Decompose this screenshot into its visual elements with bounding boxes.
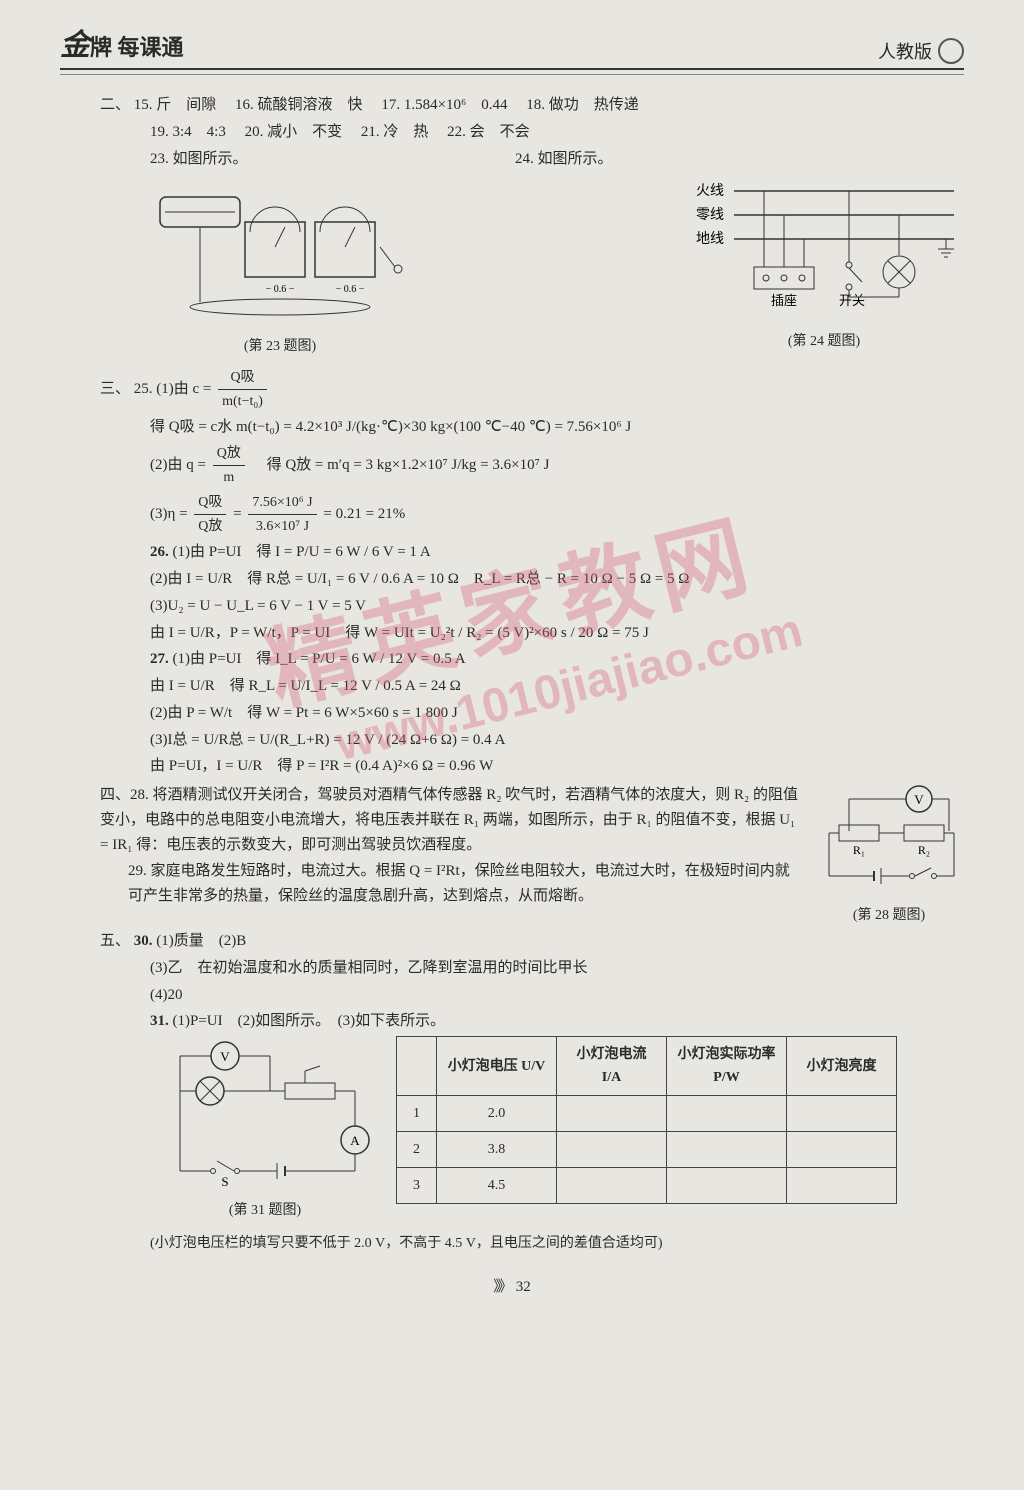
q25-p1-prefix: (1)由 c = [156, 381, 211, 397]
q26-p3b: 由 I = U/R，P = W/t，P = UI 得 W = UIt = U₂²… [60, 621, 964, 646]
q19: 19. 3:4 4:3 [150, 124, 226, 140]
fig31-switch: S [221, 1174, 228, 1186]
q25-p2-frac: Q放 m [213, 442, 245, 489]
table31-h1: 小灯泡电压 U/V [437, 1037, 557, 1096]
q27-p3b: 由 P=UI，I = U/R 得 P = I²R = (0.4 A)²×6 Ω … [60, 754, 964, 779]
fig31-voltmeter: V [220, 1049, 230, 1064]
q29: 29. 家庭电路发生短路时，电流过大。根据 Q = I²Rt，保险丝电阻较大，电… [100, 859, 802, 909]
table-row: 3 4.5 [397, 1168, 897, 1204]
header-title: 金牌 每课通 [60, 20, 184, 64]
table-row: 2 3.8 [397, 1132, 897, 1168]
fig24-socket-label: 插座 [771, 293, 797, 308]
fig31-svg: V A [155, 1036, 375, 1186]
q30-p3: (3)乙 在初始温度和水的质量相同时，乙降到室温用的时间比甲长 [60, 956, 964, 981]
fig28-r2: R₂ [918, 843, 930, 857]
fig24: 火线 零线 地线 插座 [684, 177, 964, 358]
q25-p3-frac2: 7.56×10⁶ J 3.6×10⁷ J [248, 491, 316, 538]
header-edition: 人教版 [878, 38, 964, 64]
q21: 21. 冷 热 [361, 124, 429, 140]
q25-p1: 三、 25. (1)由 c = Q吸 m(t−t₀) [60, 366, 964, 413]
table31-h3: 小灯泡实际功率 P/W [667, 1037, 787, 1096]
q30-line1: 五、 30. (1)质量 (2)B [60, 929, 964, 954]
q25-p3-eq: = [233, 506, 241, 522]
fig28-r1: R₁ [853, 843, 865, 857]
fig31-ammeter: A [350, 1133, 360, 1148]
fig24-live-label: 火线 [696, 183, 724, 199]
header-divider [60, 74, 964, 75]
fig24-neutral-label: 零线 [696, 207, 724, 223]
q27-p2: (2)由 P = W/t 得 W = Pt = 6 W×5×60 s = 1 8… [60, 701, 964, 726]
q25-head: 25. [134, 381, 153, 397]
q18: 18. 做功 热传递 [526, 97, 639, 113]
q25-p2-suffix: 得 Q放 = m′q = 3 kg×1.2×10⁷ J/kg = 3.6×10⁷… [252, 457, 550, 473]
title-rest: 每课通 [118, 35, 184, 60]
fig24-caption: (第 24 题图) [684, 330, 964, 353]
fig23-svg: − 0.6 − − 0.6 − [150, 177, 410, 322]
q24: 24. 如图所示。 [515, 151, 613, 167]
q30-p4: (4)20 [60, 983, 964, 1008]
fig28: V R₁ R₂ [814, 781, 964, 927]
section4-text: 四、28. 将酒精测试仪开关闭合，驾驶员对酒精气体传感器 R₂ 吹气时，若酒精气… [100, 781, 802, 911]
q16: 16. 硫酸铜溶液 快 [235, 97, 363, 113]
q31-p1: 31. (1)P=UI (2)如图所示。 (3)如下表所示。 [60, 1009, 964, 1034]
table-row: 1 2.0 [397, 1096, 897, 1132]
q25-p3-suffix: = 0.21 = 21% [323, 506, 405, 522]
content-body: 二、 15. 斤 间隙 16. 硫酸铜溶液 快 17. 1.584×10⁶ 0.… [60, 93, 964, 1300]
table31: 小灯泡电压 U/V 小灯泡电流 I/A 小灯泡实际功率 P/W 小灯泡亮度 1 … [396, 1036, 897, 1204]
fig24-switch-label: 开关 [839, 293, 865, 308]
q25-p2-prefix: (2)由 q = [150, 457, 206, 473]
edition-text: 人教版 [878, 38, 932, 64]
q25-p2: (2)由 q = Q放 m 得 Q放 = m′q = 3 kg×1.2×10⁷ … [60, 442, 964, 489]
q20: 20. 减小 不变 [245, 124, 343, 140]
q31-row: V A [60, 1036, 964, 1222]
section2-line1: 二、 15. 斤 间隙 16. 硫酸铜溶液 快 17. 1.584×10⁶ 0.… [60, 93, 964, 118]
footer-note: (小灯泡电压栏的填写只要不低于 2.0 V，不高于 4.5 V，且电压之间的差值… [60, 1232, 964, 1255]
q27-p1b: 由 I = U/R 得 R_L = U/I_L = 12 V / 0.5 A =… [60, 674, 964, 699]
fig23-caption: (第 23 题图) [150, 335, 410, 358]
page-header: 金牌 每课通 人教版 [60, 20, 964, 70]
q25-p3-prefix: (3)η = [150, 506, 188, 522]
q25-p1-frac: Q吸 m(t−t₀) [218, 366, 267, 413]
page-number: 32 [60, 1275, 964, 1300]
q15: 15. 斤 间隙 [134, 97, 217, 113]
fig23: − 0.6 − − 0.6 − (第 23 题图) [150, 177, 410, 358]
q27-p3a: (3)I总 = U/R总 = U/(R_L+R) = 12 V / (24 Ω+… [60, 728, 964, 753]
fig24-ground-label: 地线 [696, 231, 724, 247]
q25-p1-line2: 得 Q吸 = c水 m(t−t₀) = 4.2×10³ J/(kg·℃)×30 … [60, 415, 964, 440]
table31-h2: 小灯泡电流 I/A [557, 1037, 667, 1096]
table31-h4: 小灯泡亮度 [787, 1037, 897, 1096]
edition-circle-icon [938, 38, 964, 64]
q26-p3a: (3)U₂ = U − U_L = 6 V − 1 V = 5 V [60, 594, 964, 619]
logo-suffix: 牌 [90, 35, 112, 60]
fig31: V A [150, 1036, 380, 1222]
section4: 四、28. 将酒精测试仪开关闭合，驾驶员对酒精气体传感器 R₂ 吹气时，若酒精气… [60, 781, 964, 927]
fig28-svg: V R₁ R₂ [819, 781, 959, 891]
q25-p3-frac1: Q吸 Q放 [194, 491, 226, 538]
figures-23-24: − 0.6 − − 0.6 − (第 23 题图) 火线 零线 地线 [60, 177, 964, 358]
table31-header: 小灯泡电压 U/V 小灯泡电流 I/A 小灯泡实际功率 P/W 小灯泡亮度 [397, 1037, 897, 1096]
q23: 23. 如图所示。 [150, 151, 248, 167]
q25-p3: (3)η = Q吸 Q放 = 7.56×10⁶ J 3.6×10⁷ J = 0.… [60, 491, 964, 538]
section2-label: 二、 [100, 97, 130, 113]
section3-label: 三、 [100, 381, 130, 397]
q28: 四、28. 将酒精测试仪开关闭合，驾驶员对酒精气体传感器 R₂ 吹气时，若酒精气… [100, 783, 802, 857]
logo-char: 金 [60, 29, 90, 62]
q26-p1: 26. (1)由 P=UI 得 I = P/U = 6 W / 6 V = 1 … [60, 540, 964, 565]
q27-p1a: 27. (1)由 P=UI 得 I_L = P/U = 6 W / 12 V =… [60, 647, 964, 672]
q26-p2: (2)由 I = U/R 得 R总 = U/I₁ = 6 V / 0.6 A =… [60, 567, 964, 592]
fig24-svg: 火线 零线 地线 插座 [684, 177, 964, 317]
fig28-caption: (第 28 题图) [814, 904, 964, 927]
q17: 17. 1.584×10⁶ 0.44 [381, 97, 507, 113]
section2-line2: 19. 3:4 4:3 20. 减小 不变 21. 冷 热 22. 会 不会 [60, 120, 964, 145]
q22: 22. 会 不会 [447, 124, 530, 140]
svg-text:− 0.6 −: − 0.6 − [336, 284, 365, 295]
section2-line3: 23. 如图所示。 24. 如图所示。 [60, 147, 964, 172]
fig28-voltmeter: V [914, 792, 924, 807]
table31-h0 [397, 1037, 437, 1096]
svg-text:− 0.6 −: − 0.6 − [266, 284, 295, 295]
fig31-caption: (第 31 题图) [150, 1199, 380, 1222]
